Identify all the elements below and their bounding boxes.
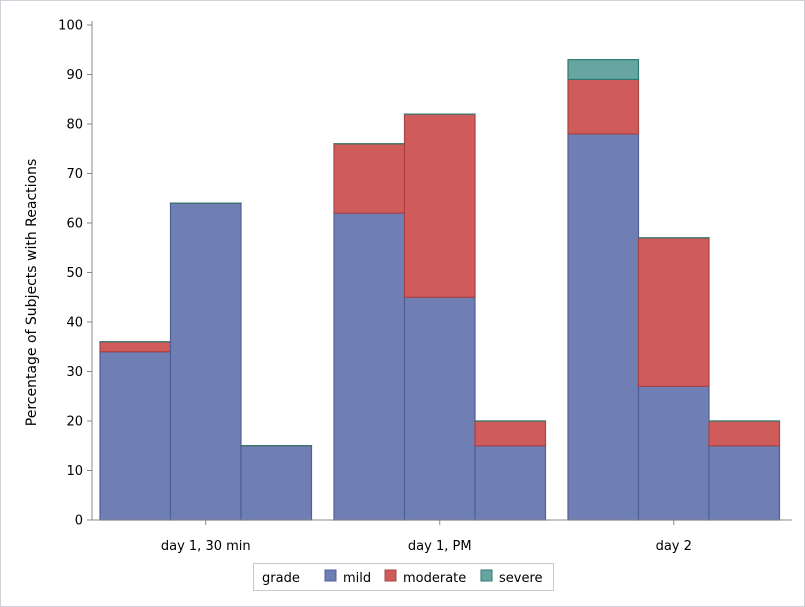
y-tick-label: 60 [66, 217, 83, 232]
bar-segment-mild [637, 385, 710, 521]
y-tick-label: 50 [66, 266, 83, 281]
bar-segment-mild [474, 445, 547, 521]
legend-swatch-moderate [384, 569, 397, 582]
bar-segment-mild [403, 296, 476, 521]
bar-segment-moderate [567, 78, 640, 135]
bar-segment-mild [169, 202, 242, 521]
bar-segment-moderate [333, 143, 406, 214]
y-tick-label: 20 [66, 415, 83, 430]
x-tick-label: day 1, 30 min [161, 539, 251, 554]
bar-segment-mild [567, 133, 640, 521]
y-tick-label: 40 [66, 316, 83, 331]
bar-segment-moderate [474, 420, 547, 447]
x-tick-label: day 2 [656, 539, 692, 554]
y-axis-label: Percentage of Subjects with Reactions [24, 159, 40, 426]
y-tick-label: 70 [66, 167, 83, 182]
y-tick-label: 80 [66, 118, 83, 133]
bar-segment-mild [240, 445, 313, 521]
legend-label-moderate: moderate [403, 571, 466, 586]
bar-segment-moderate [403, 113, 476, 298]
bar-segment-moderate [637, 237, 710, 387]
legend-swatch-severe [480, 569, 493, 582]
y-tick-label: 100 [58, 19, 83, 34]
legend-label-severe: severe [499, 571, 543, 586]
bar-segment-mild [99, 351, 172, 521]
y-tick-label: 10 [66, 464, 83, 479]
legend-title: grade [262, 571, 300, 586]
x-tick-label: day 1, PM [408, 539, 472, 554]
y-tick-label: 90 [66, 68, 83, 83]
bar-segment-mild [708, 445, 781, 521]
bar-segment-moderate [99, 341, 172, 353]
legend-box [253, 563, 554, 591]
bar-segment-mild [333, 212, 406, 521]
y-tick-label: 30 [66, 365, 83, 380]
y-tick-label: 0 [75, 514, 83, 529]
bar-segment-moderate [708, 420, 781, 447]
legend-swatch-mild [324, 569, 337, 582]
bar-segment-severe [567, 59, 640, 81]
legend-label-mild: mild [343, 571, 371, 586]
